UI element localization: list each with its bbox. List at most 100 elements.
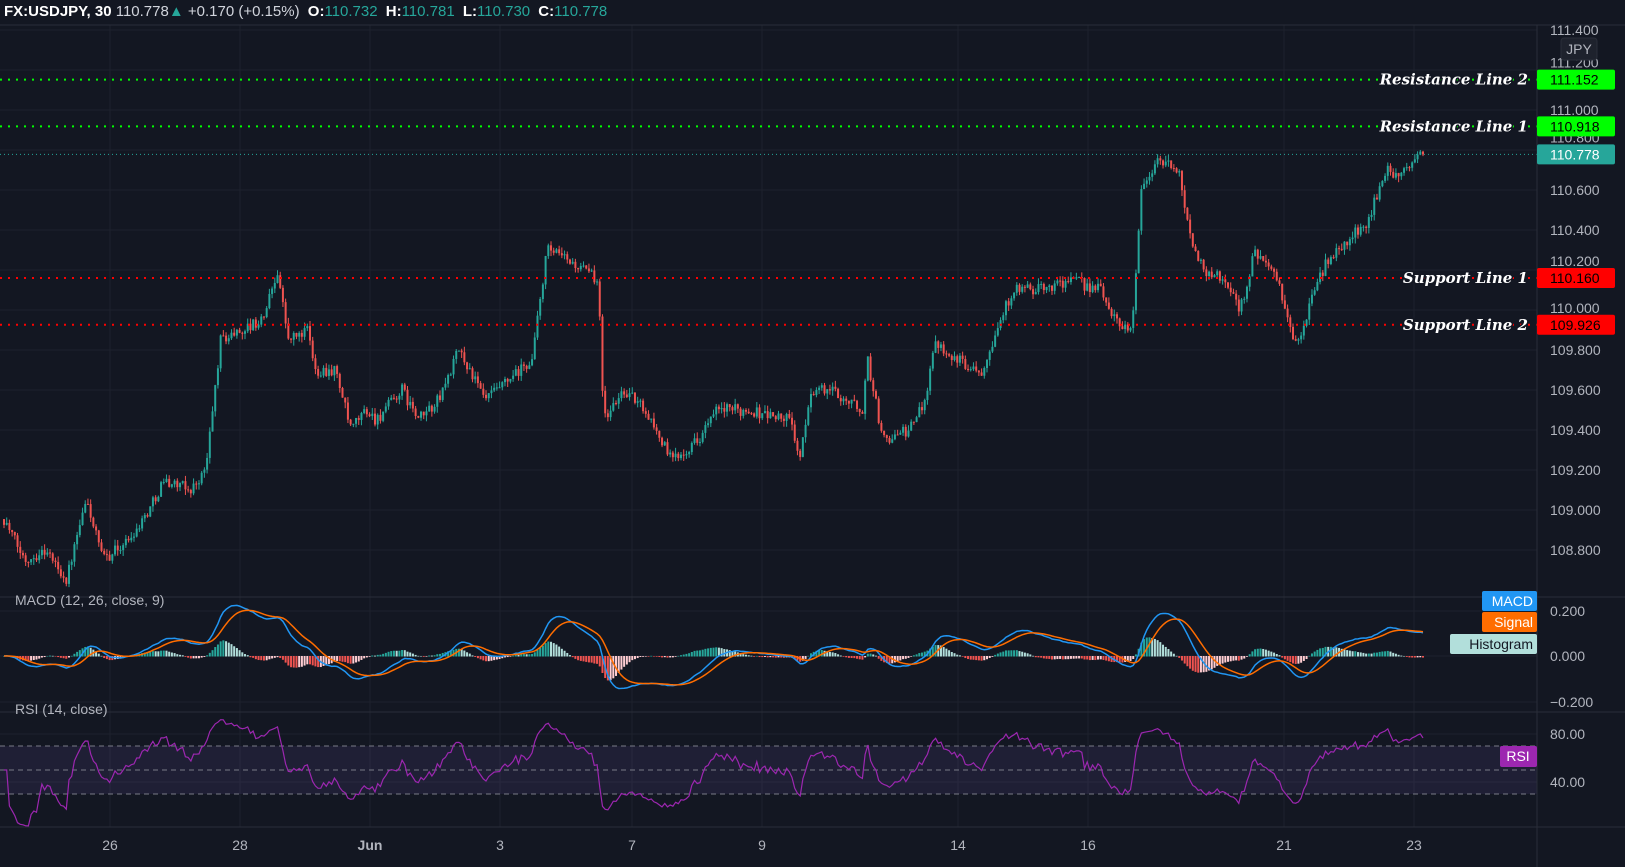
candle <box>3 519 5 525</box>
candle <box>62 576 65 578</box>
candle <box>241 332 244 334</box>
candle <box>563 254 566 256</box>
candle <box>587 268 590 272</box>
histogram-bar <box>533 652 536 657</box>
histogram-bar <box>663 656 666 658</box>
histogram-bar <box>574 656 577 659</box>
candle <box>815 390 818 396</box>
histogram-bar <box>1394 653 1397 657</box>
histogram-bar <box>474 656 477 657</box>
candle <box>744 409 747 412</box>
histogram-bar <box>698 650 701 657</box>
candle <box>1107 302 1110 309</box>
histogram-bar <box>1021 651 1024 657</box>
candle <box>1113 314 1116 317</box>
candle <box>92 517 95 527</box>
histogram-bar <box>1362 652 1365 657</box>
histogram-bar <box>1262 648 1265 657</box>
candle <box>303 328 306 337</box>
histogram-bar <box>1245 656 1248 657</box>
candle <box>785 414 788 421</box>
candle <box>1267 262 1270 267</box>
candle <box>401 384 404 396</box>
histogram-bar <box>225 641 228 657</box>
histogram-bar <box>1078 656 1081 659</box>
histogram-bar <box>170 652 173 657</box>
macd-legend-box <box>1482 612 1537 632</box>
candle <box>257 324 260 328</box>
histogram-bar <box>582 656 585 662</box>
price-tick: 108.800 <box>1550 542 1601 558</box>
histogram-bar <box>874 655 877 657</box>
histogram-bar <box>441 652 444 657</box>
histogram-bar <box>1229 656 1232 662</box>
candle <box>731 407 734 411</box>
histogram-bar <box>346 656 349 664</box>
rsi-pane <box>0 719 1537 827</box>
histogram-bar <box>105 656 108 660</box>
candle <box>189 490 192 494</box>
hline-label: Resistance Line 2 <box>1379 71 1528 89</box>
candle <box>24 555 27 562</box>
candle <box>222 335 225 337</box>
histogram-bar <box>975 656 978 661</box>
price-label-box <box>1537 116 1615 137</box>
candle <box>346 402 349 420</box>
candle <box>874 391 877 399</box>
candle <box>1275 271 1278 281</box>
candle <box>1026 284 1029 288</box>
candle <box>460 350 463 353</box>
histogram-bar <box>379 654 382 657</box>
macd-line <box>3 604 1424 690</box>
histogram-bar <box>536 649 539 657</box>
histogram-bar <box>682 654 685 657</box>
candle <box>880 422 883 431</box>
histogram-bar <box>858 656 861 660</box>
candle <box>1002 315 1005 321</box>
currency-button[interactable]: JPY <box>1560 37 1598 61</box>
candle <box>447 375 450 384</box>
horizontal-lines[interactable]: Resistance Line 2 Resistance Line 1 Suppor… <box>0 69 1537 335</box>
histogram-bar <box>869 653 872 657</box>
histogram-bar <box>495 656 498 660</box>
histogram-bar <box>493 656 496 661</box>
candle <box>436 395 439 407</box>
candle <box>1056 280 1059 284</box>
histogram-bar <box>363 656 366 659</box>
candle <box>273 282 276 289</box>
histogram-bar <box>647 656 650 657</box>
histogram-bar <box>403 650 406 657</box>
histogram-bar <box>290 656 293 668</box>
candle <box>143 515 146 519</box>
symbol-name[interactable]: FX:USDJPY, 30 <box>4 3 112 20</box>
histogram-bar <box>552 643 555 657</box>
macd-pane <box>3 604 1424 690</box>
candle <box>76 535 79 545</box>
candle <box>479 383 482 389</box>
histogram-bar <box>357 656 360 662</box>
histogram-bar <box>785 656 788 658</box>
signal-line <box>4 609 1424 686</box>
histogram-bar <box>420 655 423 657</box>
price-label-box <box>1537 268 1615 288</box>
histogram-bar <box>173 653 176 657</box>
candle <box>1405 167 1408 169</box>
candle <box>1262 256 1265 261</box>
candle <box>661 437 664 446</box>
histogram-bar <box>333 656 336 662</box>
rsi-legend-box <box>1500 746 1537 767</box>
histogram-bar <box>899 656 902 661</box>
histogram-bar <box>1091 656 1094 660</box>
histogram-bar <box>888 656 891 664</box>
histogram-bar <box>709 647 712 657</box>
histogram-bar <box>216 644 219 657</box>
candle <box>276 275 279 283</box>
candle <box>509 378 512 382</box>
histogram-bar <box>1040 656 1043 658</box>
histogram-bar <box>482 656 485 661</box>
histogram-bar <box>371 655 374 657</box>
histogram-bar <box>151 651 154 657</box>
histogram-bar <box>525 654 528 657</box>
candle <box>674 453 677 458</box>
